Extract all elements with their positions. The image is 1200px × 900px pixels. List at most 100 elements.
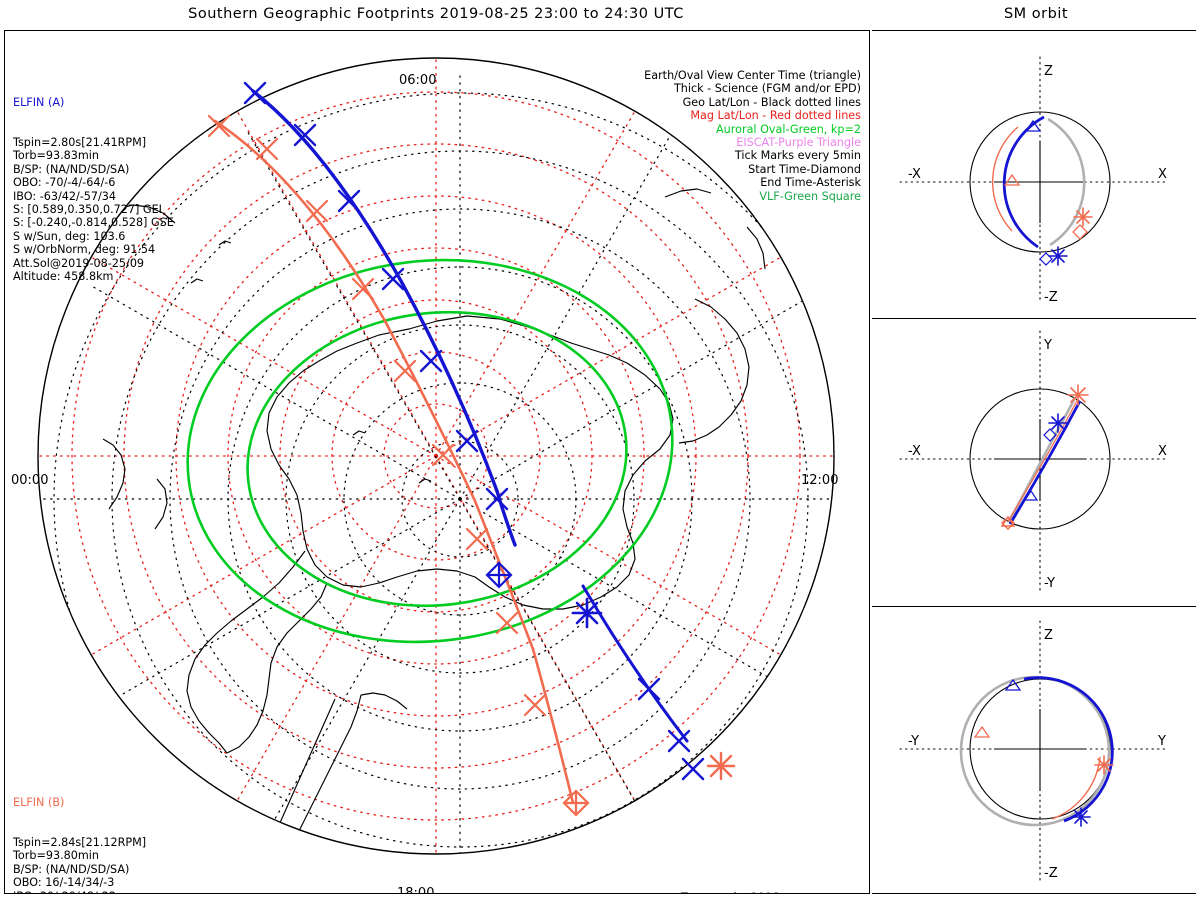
- sm-xz-asterisk-orange: [1073, 207, 1093, 227]
- sm-xy-label-down: -Y: [1044, 576, 1055, 591]
- tick-mark: [243, 81, 267, 105]
- polar-map-panel: ELFIN (A) Tspin=2.80s[21.41RPM] Torb=93.8…: [4, 30, 870, 894]
- sm-xy-asterisk-blue: [1048, 413, 1068, 433]
- info-line: OBO: -70/-4/-64/-6: [13, 176, 116, 190]
- info-line: S w/OrbNorm, deg: 91.54: [13, 243, 156, 257]
- sm-orbit-panel-group: Z -Z -X X: [872, 30, 1196, 894]
- sm-yz-orbit-blue: [1023, 676, 1114, 823]
- info-line: S: [0.589,0.350,0.727] GEI: [13, 203, 162, 217]
- tick-mark: [337, 189, 361, 213]
- legend-item-3: Mag Lat/Lon - Red dotted lines: [690, 109, 861, 123]
- legend-item-2: Geo Lat/Lon - Black dotted lines: [682, 95, 861, 109]
- sm-xz-svg: Z -Z -X X: [899, 56, 1169, 305]
- tick-mark: [485, 487, 509, 511]
- clock-label-18: 18:00: [397, 886, 435, 894]
- tick-mark: [495, 611, 519, 635]
- info-line: Altitude: 458.8km: [13, 270, 114, 284]
- legend-item-5: EISCAT-Purple Triangle: [736, 136, 861, 150]
- polar-map-svg: [37, 57, 835, 855]
- tick-mark: [637, 677, 661, 701]
- sm-xz-triangle-blue: [1024, 119, 1042, 132]
- sm-xz-label-up: Z: [1044, 64, 1053, 79]
- info-line: S: [-0.240,-0.814,0.528] GSE: [13, 216, 174, 230]
- track-a-lower-segment: [581, 584, 689, 743]
- info-line: Tspin=2.84s[21.12RPM]: [13, 836, 147, 850]
- auroral-oval-inner: [246, 310, 628, 608]
- auroral-oval-outer: [186, 258, 674, 644]
- sm-xz-diamond-blue: [1039, 252, 1053, 266]
- tick-mark: [419, 349, 443, 373]
- sm-xy-svg: Y -Y -X X: [899, 330, 1169, 592]
- tick-mark: [465, 527, 489, 551]
- track-a-start-diamond: [485, 561, 513, 589]
- sm-xy-label-up: Y: [1043, 338, 1052, 353]
- sm-xz-diamond-orange: [1072, 224, 1088, 240]
- sm-orbit-title: SM orbit: [1003, 6, 1069, 22]
- sm-yz-asterisk-blue: [1071, 807, 1091, 827]
- tick-mark: [305, 199, 329, 223]
- auroral-oval: [186, 258, 674, 644]
- info-line: OBO: 16/-14/34/-3: [13, 876, 115, 890]
- clock-label-06: 06:00: [399, 73, 437, 88]
- info-line: Tspin=2.80s[21.41RPM]: [13, 136, 147, 150]
- sm-xy-orbit-blue: [1008, 400, 1082, 525]
- sm-yz-triangle-orange: [973, 725, 991, 738]
- tick-mark: [293, 123, 317, 147]
- sm-xy-orbit-orange: [1007, 398, 1079, 522]
- sm-xz-orbit-gray: [1047, 117, 1086, 247]
- earth-circle-xy: [969, 388, 1111, 530]
- sm-panel-xz: Z -Z -X X: [872, 30, 1196, 318]
- tick-mark: [393, 359, 417, 383]
- info-line: B/SP: (NA/ND/SD/SA): [13, 162, 130, 176]
- info-line: B/SP: (NA/ND/SD/SA): [13, 862, 130, 876]
- info-line: S w/Sun, deg: 103.6: [13, 229, 126, 243]
- info-line: IBO: 30/-29/48/-22: [13, 890, 174, 893]
- track-a-end-asterisk: [571, 597, 603, 629]
- legend-item-4: Auroral Oval-Green, kp=2: [716, 122, 861, 136]
- tick-mark: [455, 429, 479, 453]
- legend-item-0: Earth/Oval View Center Time (triangle): [644, 69, 861, 82]
- tick-mark: [207, 114, 231, 138]
- sm-xy-marker-orange-lower: [1000, 515, 1016, 530]
- sm-panel-xy: Y -Y -X X: [872, 318, 1196, 606]
- legend-item-1: Thick - Science (FGM and/or EPD): [673, 82, 861, 96]
- sm-xz-label-down: -Z: [1044, 290, 1058, 305]
- sm-xy-triangle-blue: [1023, 489, 1039, 501]
- track-b-end-asterisk: [706, 751, 736, 781]
- elfin-b-name: ELFIN (B): [13, 795, 65, 809]
- info-line: Torb=93.83min: [13, 149, 99, 163]
- sm-yz-triangle-blue: [1004, 678, 1022, 691]
- geo-latlon-grid: [38, 70, 834, 854]
- tick-mark: [255, 137, 279, 161]
- track-b-ticks: [207, 114, 547, 717]
- tick-mark: [351, 277, 375, 301]
- credits-block: Tsyganenko-1996Created: Wed Jan 25 13:31…: [681, 891, 869, 893]
- sm-xy-asterisk-orange: [1067, 384, 1089, 406]
- track-b-start-diamond: [562, 789, 590, 817]
- elfin-b-details: Tspin=2.84s[21.12RPM] Torb=93.80min B/SP: …: [13, 836, 174, 893]
- sm-yz-svg: Z -Z -Y Y: [899, 620, 1169, 882]
- tick-mark: [381, 267, 405, 291]
- track-b-thin-upper: [213, 119, 477, 503]
- info-line: Att.Sol@2019-08-25/09: [13, 256, 145, 270]
- map-legend: Earth/Oval View Center Time (triangle) Th…: [644, 69, 861, 203]
- track-a-ticks: [243, 81, 705, 781]
- track-elfin-b: [213, 119, 575, 805]
- sm-yz-asterisk-orange: [1094, 755, 1114, 775]
- legend-item-7: Start Time-Diamond: [748, 162, 861, 176]
- elfin-a-details: Tspin=2.80s[21.41RPM] Torb=93.83min B/SP: …: [13, 136, 174, 283]
- info-line: Torb=93.80min: [13, 849, 99, 863]
- sm-yz-label-left: -Y: [908, 734, 919, 749]
- track-b-lower: [531, 647, 575, 805]
- legend-item-9: VLF-Green Square: [759, 189, 861, 203]
- sm-xy-label-left: -X: [908, 444, 921, 459]
- tick-mark: [667, 729, 691, 753]
- map-disc-outline: [37, 57, 835, 855]
- sm-xy-diamond-blue: [1043, 428, 1057, 442]
- legend-item-6: Tick Marks every 5min: [734, 149, 861, 163]
- sm-xz-asterisk-blue: [1048, 246, 1068, 266]
- info-line: IBO: -63/42/-57/34: [13, 189, 117, 203]
- earth-circle-xz: [969, 111, 1111, 253]
- legend-item-8: End Time-Asterisk: [760, 176, 861, 190]
